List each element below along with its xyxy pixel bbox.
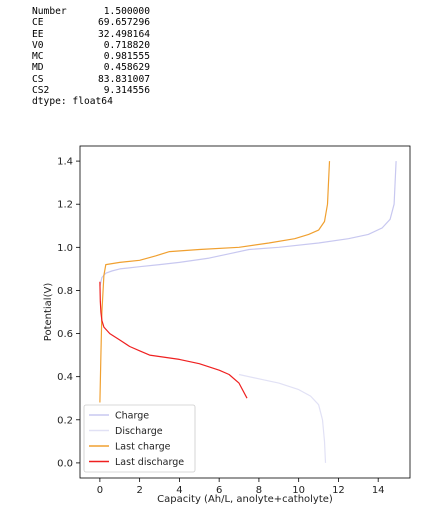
x-tick-label: 10 [292, 485, 305, 496]
x-tick-label: 8 [256, 485, 262, 496]
legend-label: Last discharge [115, 457, 184, 468]
y-tick-label: 0.0 [57, 458, 73, 469]
output-value: 69.657296 [98, 17, 150, 29]
output-value: 1.500000 [103, 6, 150, 17]
output-value: 32.498164 [98, 28, 150, 40]
legend-label: Charge [115, 411, 149, 422]
y-tick-label: 1.4 [57, 157, 73, 168]
output-key: CS [32, 73, 44, 85]
x-tick-label: 2 [136, 485, 142, 496]
plot-area [79, 145, 411, 479]
output-row: CE 69.657296 [32, 17, 150, 28]
output-row: MD 0.458629 [32, 62, 150, 73]
y-tick-label: 0.4 [57, 372, 73, 383]
output-key: CE [32, 17, 44, 29]
x-tick-label: 14 [372, 485, 385, 496]
output-rows: Number 1.500000 CE 69.657296 EE 32.498164 V0 0.… [32, 6, 150, 96]
output-value: 0.981555 [103, 51, 150, 63]
dtype-line: dtype: float64 [32, 96, 113, 108]
output-key: MD [32, 62, 44, 74]
series-lines [99, 161, 397, 463]
x-tick-label: 0 [97, 485, 103, 496]
output-key: CS2 [32, 85, 50, 97]
series-line-discharge [238, 373, 327, 463]
output-key: Number [32, 6, 67, 17]
legend-label: Discharge [115, 426, 163, 437]
x-tick-label: 6 [216, 485, 222, 496]
axis-ticks: 0 2 4 6 8 10 12 14 0.0 0.2 0.4 0.6 0.8 1.0 1.2 1.4 [57, 157, 384, 496]
output-value: 83.831007 [98, 73, 150, 85]
y-tick-label: 0.8 [57, 286, 73, 297]
legend-label: Last charge [115, 442, 171, 453]
y-tick-label: 1.0 [57, 243, 73, 254]
output-key: EE [32, 28, 44, 40]
y-tick-label: 0.6 [57, 329, 73, 340]
output-row: EE 32.498164 [32, 29, 150, 40]
series-output: Number 1.500000 CE 69.657296 EE 32.498164 V0 0.… [32, 6, 150, 108]
y-tick-label: 1.2 [57, 200, 73, 211]
output-value: 0.718820 [103, 39, 150, 51]
legend: Charge Discharge Last charge Last discharge [83, 404, 196, 473]
x-tick-label: 12 [332, 485, 345, 496]
output-value: 9.314556 [103, 85, 150, 97]
output-row: CS 83.831007 [32, 74, 150, 85]
y-axis-label: Potential(V) [43, 283, 54, 342]
output-key: MC [32, 51, 44, 63]
output-row: MC 0.981555 [32, 51, 150, 62]
series-line-last-charge [99, 161, 331, 403]
output-row: CS2 9.314556 [32, 85, 150, 96]
y-tick-label: 0.2 [57, 415, 73, 426]
output-key: V0 [32, 39, 44, 51]
x-axis-label: Capacity (Ah/L, anolyte+catholyte) [157, 494, 333, 505]
output-value: 0.458629 [103, 62, 150, 74]
output-row: Number 1.500000 [32, 6, 150, 17]
x-tick-label: 4 [176, 485, 182, 496]
series-line-last-discharge [99, 281, 248, 399]
legend-box [83, 404, 196, 473]
output-row: V0 0.718820 [32, 40, 150, 51]
series-line-charge [99, 161, 397, 287]
